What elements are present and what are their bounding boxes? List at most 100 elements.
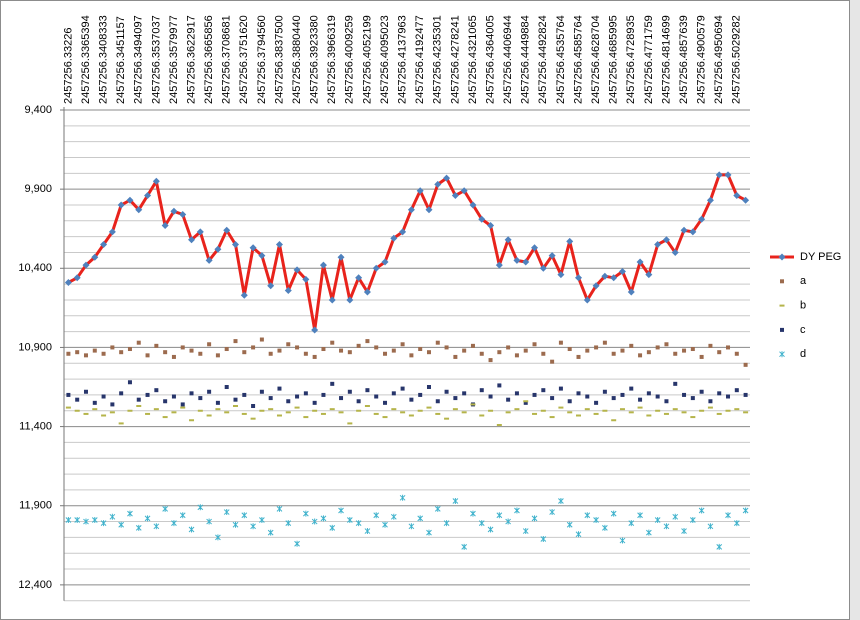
- point: [328, 296, 336, 304]
- legend-marker: [779, 351, 785, 358]
- point: [75, 397, 80, 402]
- point: [92, 348, 97, 353]
- point: [488, 409, 494, 412]
- plot-area: [64, 171, 750, 550]
- point: [215, 408, 221, 411]
- series: [66, 337, 748, 367]
- point: [215, 534, 221, 541]
- point: [215, 353, 220, 358]
- point: [462, 348, 467, 353]
- point: [444, 345, 449, 350]
- series: [64, 171, 750, 334]
- point: [207, 342, 212, 347]
- point: [320, 515, 327, 522]
- point: [224, 385, 229, 390]
- x-tick-label: 2457256.4321065: [467, 15, 479, 104]
- point: [479, 414, 485, 417]
- point: [127, 380, 132, 385]
- point: [497, 350, 502, 355]
- point: [390, 234, 398, 242]
- x-tick-label: 2457256.4278241: [449, 15, 461, 104]
- point: [188, 236, 196, 244]
- point: [267, 529, 274, 536]
- point: [145, 353, 150, 358]
- point: [355, 274, 363, 282]
- point: [65, 516, 72, 523]
- point: [637, 512, 643, 519]
- point: [566, 521, 573, 528]
- point: [698, 215, 706, 223]
- point: [390, 513, 397, 520]
- point: [66, 392, 71, 397]
- point: [293, 266, 301, 274]
- point: [364, 528, 371, 535]
- point: [311, 326, 319, 334]
- point: [655, 345, 660, 350]
- point: [214, 245, 222, 253]
- point: [127, 347, 132, 352]
- x-tick-label: 2457256.4900579: [696, 15, 708, 104]
- point: [715, 171, 723, 179]
- x-tick-label: 2457256.3365394: [80, 15, 92, 104]
- point: [594, 345, 599, 350]
- point: [593, 412, 599, 415]
- point: [522, 528, 529, 535]
- point: [329, 408, 335, 411]
- point: [558, 386, 563, 391]
- point: [108, 228, 116, 236]
- point: [505, 411, 511, 414]
- point: [619, 537, 626, 544]
- point: [250, 417, 256, 420]
- point: [444, 389, 449, 394]
- point: [91, 516, 98, 523]
- point: [408, 414, 414, 417]
- x-tick-label: 2457256.4771759: [643, 15, 655, 104]
- point: [733, 191, 741, 199]
- point: [118, 422, 124, 425]
- point: [662, 236, 670, 244]
- point: [189, 348, 194, 353]
- point: [66, 351, 71, 356]
- point: [576, 414, 581, 417]
- point: [673, 351, 678, 356]
- point: [461, 543, 468, 550]
- point: [417, 515, 424, 522]
- point: [453, 354, 458, 359]
- point: [224, 347, 229, 352]
- point: [330, 340, 335, 345]
- point: [743, 392, 748, 397]
- point: [514, 391, 519, 396]
- point: [196, 228, 204, 236]
- legend-label: b: [800, 300, 806, 312]
- point: [469, 201, 477, 209]
- point: [611, 351, 616, 356]
- point: [101, 394, 106, 399]
- point: [717, 350, 722, 355]
- point: [629, 386, 634, 391]
- point: [321, 392, 326, 397]
- legend-label: d: [800, 348, 806, 360]
- point: [207, 389, 212, 394]
- x-tick-label: 2457256.3494097: [133, 15, 145, 104]
- x-tick-label: 2457256.4449884: [520, 15, 532, 104]
- point: [549, 416, 555, 419]
- point: [611, 396, 616, 401]
- point: [198, 351, 203, 356]
- point: [284, 286, 292, 294]
- point: [188, 526, 195, 533]
- point: [673, 381, 678, 386]
- point: [100, 520, 107, 527]
- point: [689, 516, 696, 523]
- point: [382, 521, 388, 528]
- point: [240, 291, 248, 299]
- point: [117, 201, 125, 209]
- x-tick-label: 2457256.4628704: [590, 15, 602, 104]
- point: [119, 391, 124, 396]
- point: [233, 405, 238, 408]
- point: [663, 523, 670, 530]
- point: [101, 351, 106, 356]
- point: [373, 412, 379, 415]
- point: [646, 350, 651, 355]
- legend-marker: [778, 253, 786, 261]
- x-tick-label: 2457256.4052199: [361, 15, 373, 104]
